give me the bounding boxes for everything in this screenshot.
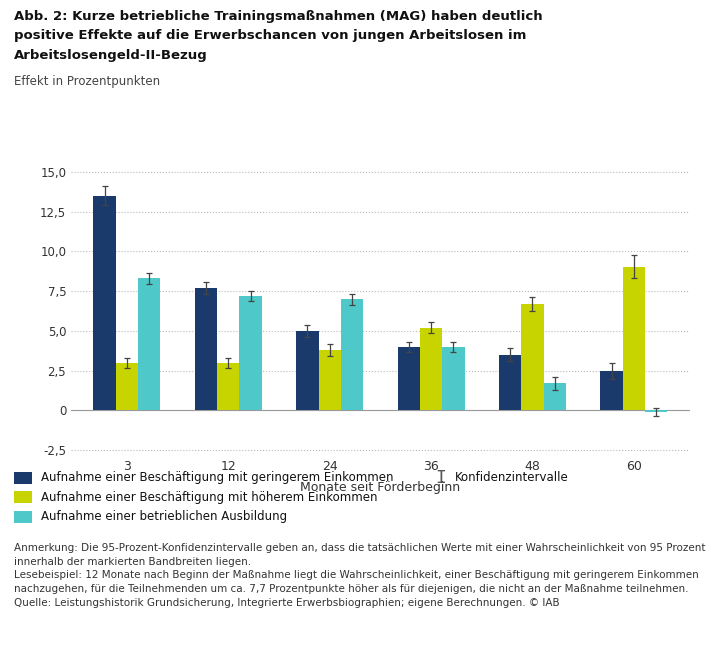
Bar bbox=[240, 296, 262, 410]
Text: Abb. 2: Kurze betriebliche Trainingsmaßnahmen (MAG) haben deutlich: Abb. 2: Kurze betriebliche Trainingsmaßn… bbox=[14, 10, 542, 23]
Text: Aufnahme einer Beschäftigung mit höherem Einkommen: Aufnahme einer Beschäftigung mit höherem… bbox=[41, 491, 377, 504]
Text: Lesebeispiel: 12 Monate nach Beginn der Maßnahme liegt die Wahrscheinlichkeit, e: Lesebeispiel: 12 Monate nach Beginn der … bbox=[14, 571, 699, 580]
Bar bbox=[397, 347, 420, 410]
Bar bbox=[93, 196, 116, 410]
Bar bbox=[420, 328, 442, 410]
Text: Quelle: Leistungshistorik Grundsicherung, Integrierte Erwerbsbiographien; eigene: Quelle: Leistungshistorik Grundsicherung… bbox=[14, 598, 560, 608]
Bar bbox=[442, 347, 464, 410]
Text: innerhalb der markierten Bandbreiten liegen.: innerhalb der markierten Bandbreiten lie… bbox=[14, 556, 252, 567]
Text: Aufnahme einer betrieblichen Ausbildung: Aufnahme einer betrieblichen Ausbildung bbox=[41, 510, 287, 523]
Text: Aufnahme einer Beschäftigung mit geringerem Einkommen: Aufnahme einer Beschäftigung mit geringe… bbox=[41, 471, 393, 484]
Bar bbox=[521, 304, 544, 410]
X-axis label: Monate seit Förderbeginn: Monate seit Förderbeginn bbox=[300, 481, 461, 494]
Bar bbox=[499, 355, 521, 410]
Bar bbox=[623, 267, 645, 410]
Text: I: I bbox=[435, 469, 447, 487]
Bar bbox=[319, 350, 341, 410]
Bar bbox=[544, 384, 566, 410]
Text: Konfidenzintervalle: Konfidenzintervalle bbox=[455, 471, 569, 484]
Text: positive Effekte auf die Erwerbschancen von jungen Arbeitslosen im: positive Effekte auf die Erwerbschancen … bbox=[14, 29, 527, 42]
Text: Arbeitslosengeld-II-Bezug: Arbeitslosengeld-II-Bezug bbox=[14, 49, 208, 62]
Bar bbox=[195, 288, 217, 410]
Text: Anmerkung: Die 95-Prozent-Konfidenzintervalle geben an, dass die tatsächlichen W: Anmerkung: Die 95-Prozent-Konfidenzinter… bbox=[14, 543, 706, 552]
Bar bbox=[296, 331, 319, 410]
Text: Effekt in Prozentpunkten: Effekt in Prozentpunkten bbox=[14, 75, 161, 88]
Bar bbox=[600, 370, 623, 410]
Bar bbox=[116, 363, 138, 410]
Bar bbox=[217, 363, 240, 410]
Bar bbox=[645, 410, 668, 412]
Bar bbox=[341, 299, 363, 410]
Text: nachzugehen, für die Teilnehmenden um ca. 7,7 Prozentpunkte höher als für diejen: nachzugehen, für die Teilnehmenden um ca… bbox=[14, 584, 689, 594]
Bar bbox=[138, 278, 161, 410]
